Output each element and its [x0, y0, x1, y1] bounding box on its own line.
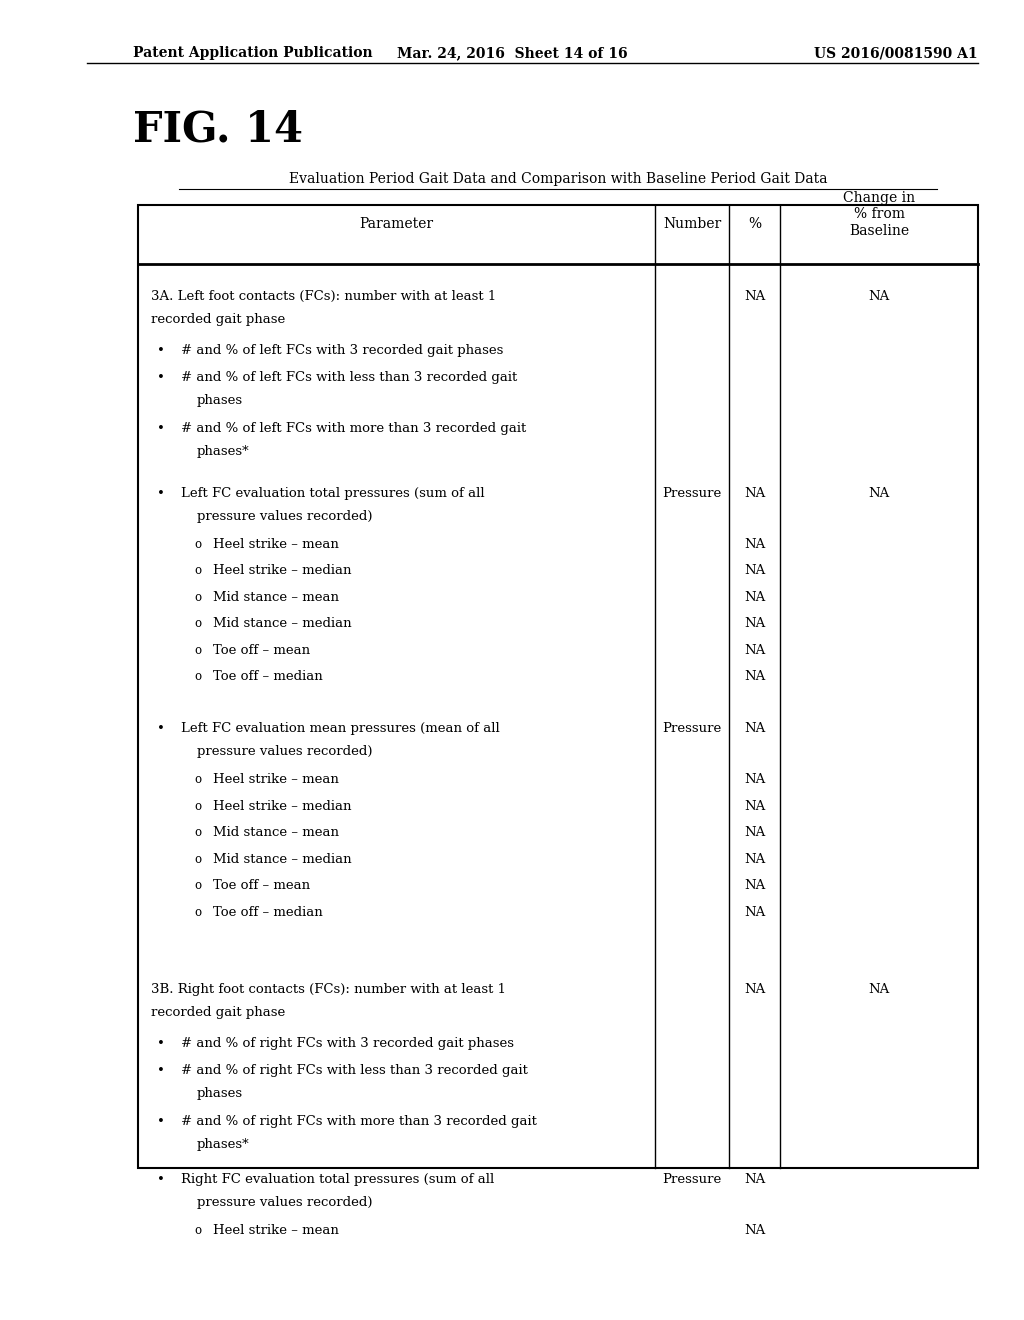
Text: o: o: [195, 644, 201, 657]
Text: NA: NA: [744, 853, 765, 866]
Text: o: o: [195, 671, 201, 684]
Text: NA: NA: [744, 800, 765, 813]
Text: Right FC evaluation total pressures (sum of all: Right FC evaluation total pressures (sum…: [181, 1172, 495, 1185]
Text: NA: NA: [744, 1172, 765, 1185]
Text: •: •: [157, 1036, 165, 1049]
Text: Mid stance – median: Mid stance – median: [213, 618, 351, 630]
Text: Left FC evaluation mean pressures (mean of all: Left FC evaluation mean pressures (mean …: [181, 722, 500, 735]
Text: NA: NA: [744, 671, 765, 684]
Text: o: o: [195, 618, 201, 630]
Text: Mar. 24, 2016  Sheet 14 of 16: Mar. 24, 2016 Sheet 14 of 16: [396, 46, 628, 61]
Text: phases*: phases*: [197, 1138, 249, 1151]
Text: NA: NA: [868, 290, 890, 304]
Text: phases: phases: [197, 1088, 243, 1101]
Text: NA: NA: [744, 290, 765, 304]
Text: Mid stance – mean: Mid stance – mean: [213, 590, 339, 603]
Text: phases*: phases*: [197, 445, 249, 458]
Text: o: o: [195, 590, 201, 603]
Text: NA: NA: [744, 1224, 765, 1237]
Text: NA: NA: [744, 644, 765, 657]
Text: Heel strike – median: Heel strike – median: [213, 564, 351, 577]
Text: Toe off – mean: Toe off – mean: [213, 644, 310, 657]
Text: Mid stance – median: Mid stance – median: [213, 853, 351, 866]
Text: •: •: [157, 422, 165, 436]
Text: Change in
% from
Baseline: Change in % from Baseline: [843, 191, 915, 238]
Text: Pressure: Pressure: [663, 1172, 722, 1185]
Text: NA: NA: [868, 487, 890, 500]
Text: pressure values recorded): pressure values recorded): [197, 746, 372, 759]
Text: US 2016/0081590 A1: US 2016/0081590 A1: [814, 46, 978, 61]
Text: o: o: [195, 1224, 201, 1237]
Text: NA: NA: [868, 983, 890, 997]
Text: •: •: [157, 371, 165, 384]
Text: •: •: [157, 1064, 165, 1077]
Text: Heel strike – mean: Heel strike – mean: [213, 537, 339, 550]
Text: Toe off – median: Toe off – median: [213, 906, 323, 919]
Text: NA: NA: [744, 487, 765, 500]
Text: phases: phases: [197, 395, 243, 408]
Text: NA: NA: [744, 564, 765, 577]
Text: pressure values recorded): pressure values recorded): [197, 510, 372, 523]
Text: o: o: [195, 826, 201, 840]
Text: o: o: [195, 800, 201, 813]
Text: Heel strike – median: Heel strike – median: [213, 800, 351, 813]
Text: NA: NA: [744, 618, 765, 630]
Text: 3A. Left foot contacts (FCs): number with at least 1: 3A. Left foot contacts (FCs): number wit…: [151, 290, 496, 304]
Bar: [138, 205, 978, 1168]
Text: o: o: [195, 774, 201, 787]
Text: o: o: [195, 853, 201, 866]
Text: pressure values recorded): pressure values recorded): [197, 1196, 372, 1209]
Text: Left FC evaluation total pressures (sum of all: Left FC evaluation total pressures (sum …: [181, 487, 485, 500]
Text: # and % of left FCs with 3 recorded gait phases: # and % of left FCs with 3 recorded gait…: [181, 343, 504, 356]
Text: Pressure: Pressure: [663, 722, 722, 735]
Text: FIG. 14: FIG. 14: [133, 108, 303, 150]
Text: NA: NA: [744, 537, 765, 550]
Text: Number: Number: [664, 216, 721, 231]
Text: •: •: [157, 343, 165, 356]
Text: •: •: [157, 1115, 165, 1129]
Text: o: o: [195, 879, 201, 892]
Text: •: •: [157, 722, 165, 735]
Text: Toe off – median: Toe off – median: [213, 671, 323, 684]
Text: # and % of right FCs with more than 3 recorded gait: # and % of right FCs with more than 3 re…: [181, 1115, 538, 1129]
Text: o: o: [195, 564, 201, 577]
Text: # and % of right FCs with 3 recorded gait phases: # and % of right FCs with 3 recorded gai…: [181, 1036, 514, 1049]
Text: Heel strike – mean: Heel strike – mean: [213, 1224, 339, 1237]
Text: Toe off – mean: Toe off – mean: [213, 879, 310, 892]
Text: recorded gait phase: recorded gait phase: [151, 1006, 285, 1019]
Text: NA: NA: [744, 906, 765, 919]
Text: NA: NA: [744, 879, 765, 892]
Text: Evaluation Period Gait Data and Comparison with Baseline Period Gait Data: Evaluation Period Gait Data and Comparis…: [289, 172, 827, 186]
Text: Heel strike – mean: Heel strike – mean: [213, 774, 339, 787]
Text: # and % of right FCs with less than 3 recorded gait: # and % of right FCs with less than 3 re…: [181, 1064, 528, 1077]
Text: o: o: [195, 906, 201, 919]
Text: Mid stance – mean: Mid stance – mean: [213, 826, 339, 840]
Text: o: o: [195, 537, 201, 550]
Text: •: •: [157, 487, 165, 500]
Text: NA: NA: [744, 983, 765, 997]
Text: %: %: [749, 216, 761, 231]
Text: NA: NA: [744, 826, 765, 840]
Text: •: •: [157, 1172, 165, 1185]
Text: recorded gait phase: recorded gait phase: [151, 313, 285, 326]
Text: 3B. Right foot contacts (FCs): number with at least 1: 3B. Right foot contacts (FCs): number wi…: [151, 983, 506, 997]
Text: NA: NA: [744, 722, 765, 735]
Text: NA: NA: [744, 590, 765, 603]
Text: Parameter: Parameter: [359, 216, 434, 231]
Text: Patent Application Publication: Patent Application Publication: [133, 46, 373, 61]
Text: # and % of left FCs with more than 3 recorded gait: # and % of left FCs with more than 3 rec…: [181, 422, 526, 436]
Text: # and % of left FCs with less than 3 recorded gait: # and % of left FCs with less than 3 rec…: [181, 371, 517, 384]
Text: Pressure: Pressure: [663, 487, 722, 500]
Text: NA: NA: [744, 774, 765, 787]
